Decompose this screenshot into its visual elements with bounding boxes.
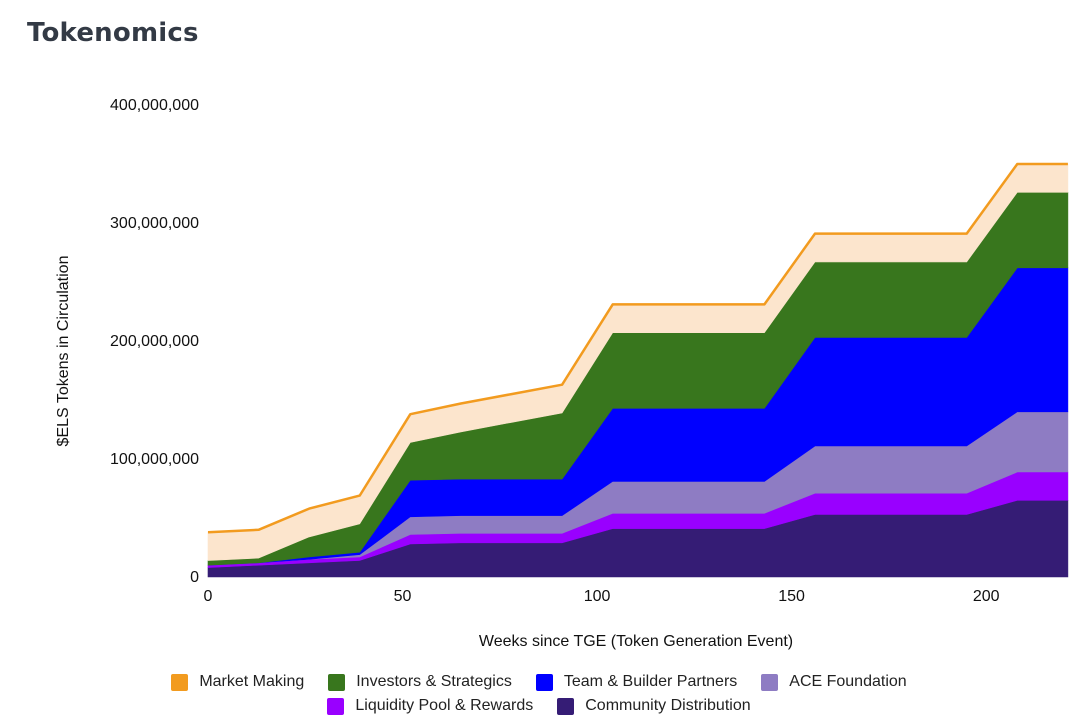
legend-item-investors-and-strategics: Investors & Strategics — [328, 673, 512, 691]
x-tick-label: 50 — [394, 588, 412, 605]
x-tick-label: 100 — [584, 588, 611, 605]
y-tick-label: 200,000,000 — [110, 333, 199, 350]
page-title: Tokenomics — [27, 18, 199, 48]
x-tick-label: 0 — [204, 588, 213, 605]
legend-row: Liquidity Pool & Rewards Community Distri… — [0, 694, 1078, 718]
legend-item-liquidity-pool-and-rewards: Liquidity Pool & Rewards — [327, 697, 533, 715]
y-tick-label: 0 — [190, 569, 199, 586]
legend-item-community-distribution: Community Distribution — [557, 697, 751, 715]
legend-item-ace-foundation: ACE Foundation — [761, 673, 907, 691]
x-tick-label: 200 — [973, 588, 1000, 605]
y-tick-label: 300,000,000 — [110, 215, 199, 232]
legend-swatch — [327, 697, 345, 715]
y-axis-label: $ELS Tokens in Circulation — [55, 256, 72, 447]
legend-label: ACE Foundation — [789, 673, 907, 690]
y-tick-label: 400,000,000 — [110, 97, 199, 114]
legend-row: Market Making Investors & Strategics Team … — [0, 670, 1078, 694]
market-making-line — [207, 162, 1068, 534]
legend-label: Investors & Strategics — [356, 673, 512, 690]
legend-swatch — [171, 673, 189, 691]
total-outline — [207, 162, 1068, 534]
legend-swatch — [535, 673, 553, 691]
legend-item-market-making: Market Making — [171, 673, 304, 691]
legend-swatch — [761, 673, 779, 691]
legend-swatch — [557, 697, 575, 715]
legend-label: Team & Builder Partners — [563, 673, 738, 690]
x-axis: 0 50 100 150 200 — [204, 588, 1000, 605]
x-axis-label: Weeks since TGE (Token Generation Event) — [479, 633, 793, 650]
y-tick-label: 100,000,000 — [110, 451, 199, 468]
area-layers — [207, 163, 1069, 578]
legend-swatch — [328, 673, 346, 691]
legend-label: Liquidity Pool & Rewards — [355, 697, 534, 714]
y-axis: 0 100,000,000 200,000,000 300,000,000 400,00… — [110, 97, 199, 586]
legend-label: Market Making — [199, 673, 305, 690]
x-tick-label: 150 — [778, 588, 805, 605]
chart-legend: Market Making Investors & Strategics Team … — [0, 670, 1078, 718]
legend-item-team-and-builder-partners: Team & Builder Partners — [535, 673, 738, 691]
legend-label: Community Distribution — [585, 697, 751, 714]
